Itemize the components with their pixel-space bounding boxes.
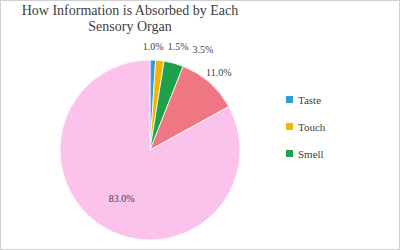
data-label: 1.5%	[168, 41, 189, 52]
data-label: 83.0%	[109, 193, 135, 204]
title-line: Sensory Organ	[88, 19, 171, 34]
legend-label: Touch	[298, 121, 326, 133]
pie: 1.0% 1.5% 3.5% 11.0% 83.0%	[60, 41, 240, 240]
title: How Information is Absorbed by EachSenso…	[22, 3, 239, 34]
legend-swatch	[286, 150, 293, 157]
frame	[1, 1, 400, 250]
legend-swatch	[286, 123, 293, 130]
legend-label: Taste	[298, 94, 321, 106]
legend-swatch	[286, 96, 293, 103]
title-line: How Information is Absorbed by Each	[22, 3, 239, 18]
legend: Taste Touch Smell	[286, 94, 326, 160]
chart: How Information is Absorbed by EachSenso…	[0, 0, 400, 250]
legend-label: Smell	[298, 148, 324, 160]
data-label: 1.0%	[143, 41, 164, 52]
data-label: 3.5%	[193, 44, 214, 55]
slice	[60, 60, 240, 240]
data-label: 11.0%	[206, 66, 231, 77]
